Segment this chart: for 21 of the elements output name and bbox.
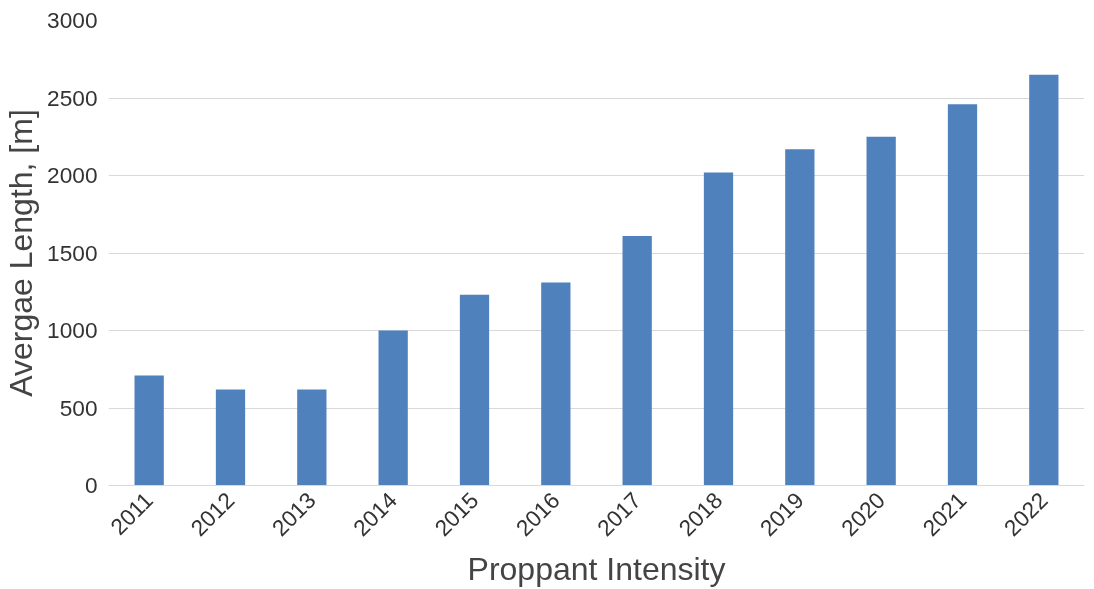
bar xyxy=(134,375,164,486)
x-axis-title: Proppant Intensity xyxy=(467,550,726,587)
bar xyxy=(541,282,571,486)
y-tick-label: 0 xyxy=(84,472,98,498)
y-tick-label: 2000 xyxy=(47,162,98,188)
bar xyxy=(866,136,896,486)
bar xyxy=(947,104,978,486)
bar xyxy=(622,235,652,486)
y-tick-label: 2500 xyxy=(47,84,98,111)
bar xyxy=(703,172,734,486)
y-tick-label: 3000 xyxy=(47,7,98,33)
bar xyxy=(378,330,408,486)
y-axis-title: Avergae Length, [m] xyxy=(3,109,40,397)
bar xyxy=(459,294,490,486)
y-tick-label: 1500 xyxy=(47,239,98,266)
bar xyxy=(785,149,815,486)
bar xyxy=(215,389,246,486)
bar xyxy=(1029,74,1059,486)
y-tick-label: 1000 xyxy=(47,317,98,343)
bar xyxy=(297,389,327,486)
y-tick-label: 500 xyxy=(59,394,98,421)
